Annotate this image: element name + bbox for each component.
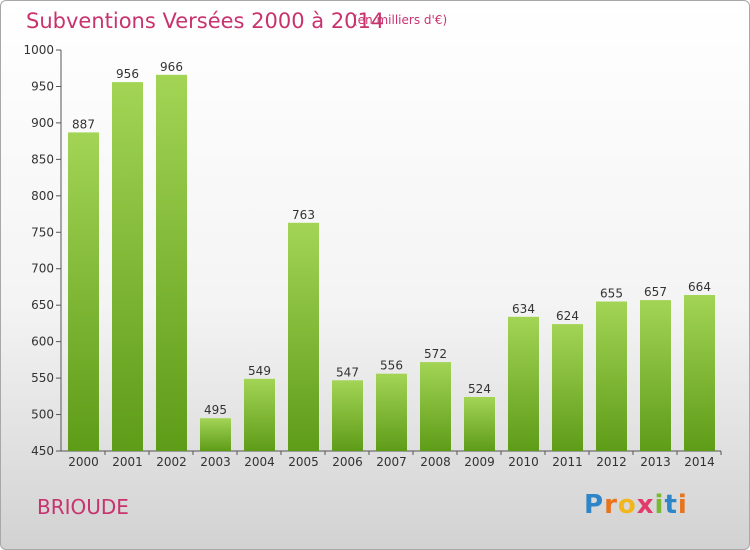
bar	[376, 373, 407, 451]
y-tick-label: 800	[31, 189, 54, 203]
logo-letter: o	[617, 490, 637, 520]
logo-letter: t	[664, 490, 678, 520]
data-label: 549	[248, 364, 271, 378]
bar	[200, 418, 231, 451]
bar	[420, 362, 451, 451]
bar	[508, 316, 539, 451]
x-tick-label: 2000	[68, 455, 99, 469]
bar	[112, 82, 143, 451]
data-label: 763	[292, 208, 315, 222]
y-tick-label: 650	[31, 298, 54, 312]
x-tick-label: 2003	[200, 455, 231, 469]
bar	[288, 222, 319, 451]
axes: 450 500 550 600 650 700 750 800 850 900 950 1000 200…	[23, 43, 722, 469]
data-label: 624	[556, 309, 579, 323]
y-tick-label: 550	[31, 371, 54, 385]
data-label: 657	[644, 285, 667, 299]
bar	[596, 301, 627, 451]
y-tick-label: 750	[31, 225, 54, 239]
data-label: 887	[72, 117, 95, 131]
data-label: 634	[512, 302, 535, 316]
x-tick-label: 2002	[156, 455, 187, 469]
bar	[684, 295, 715, 451]
logo-letter: r	[604, 490, 618, 520]
x-tick-label: 2007	[376, 455, 407, 469]
y-tick-label: 950	[31, 79, 54, 93]
bar	[332, 380, 363, 451]
y-tick-label: 600	[31, 335, 54, 349]
bar	[640, 300, 671, 451]
x-tick-label: 2005	[288, 455, 319, 469]
x-tick-label: 2010	[508, 455, 539, 469]
x-tick-label: 2008	[420, 455, 451, 469]
data-label: 572	[424, 347, 447, 361]
data-label: 524	[468, 382, 491, 396]
data-labels: 887 956 966 495 549 763 547 556 572 524 634 624 655 6…	[72, 60, 711, 417]
bar	[68, 132, 99, 451]
logo-letter: i	[677, 490, 688, 520]
y-tick-label: 500	[31, 408, 54, 422]
x-tick-label: 2004	[244, 455, 275, 469]
x-tick-label: 2006	[332, 455, 363, 469]
bar	[464, 397, 495, 451]
bar	[156, 74, 187, 452]
data-label: 495	[204, 403, 227, 417]
proxiti-logo: Proxiti	[584, 490, 688, 520]
x-tick-label: 2011	[552, 455, 583, 469]
y-tick-label: 900	[31, 116, 54, 130]
x-tick-label: 2014	[684, 455, 715, 469]
x-tick-label: 2013	[640, 455, 671, 469]
logo-letter: i	[654, 490, 665, 520]
data-label: 655	[600, 287, 623, 301]
data-label: 664	[688, 280, 711, 294]
data-label: 966	[160, 60, 183, 74]
logo-letter: x	[636, 490, 655, 520]
chart-title: Subventions Versées 2000 à 2014	[26, 9, 385, 33]
unit-note: (en milliers d'€)	[353, 13, 448, 27]
x-tick-label: 2009	[464, 455, 495, 469]
data-label: 547	[336, 365, 359, 379]
y-tick-label: 450	[31, 444, 54, 458]
bars	[68, 74, 715, 452]
y-tick-label: 700	[31, 262, 54, 276]
bar	[552, 324, 583, 451]
y-tick-label: 850	[31, 152, 54, 166]
data-label: 556	[380, 359, 403, 373]
data-label: 956	[116, 67, 139, 81]
logo-letter: P	[584, 490, 605, 520]
x-tick-label: 2012	[596, 455, 627, 469]
y-tick-label: 1000	[23, 43, 54, 57]
commune-name: BRIOUDE	[37, 495, 129, 519]
x-tick-label: 2001	[112, 455, 143, 469]
bar	[244, 378, 275, 451]
